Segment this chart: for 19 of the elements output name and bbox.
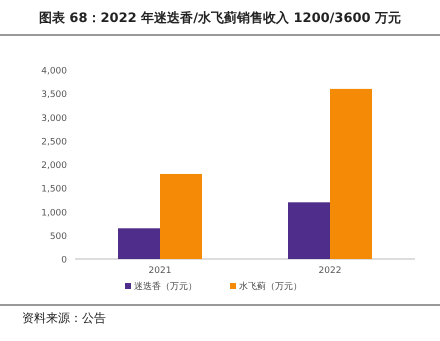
legend-label: 迷迭香（万元）: [134, 281, 197, 292]
y-tick-label: 500: [50, 232, 68, 242]
y-tick-label: 3,000: [41, 114, 68, 124]
y-tick-label: 0: [61, 256, 68, 266]
y-tick-label: 4,000: [41, 66, 68, 76]
y-tick-label: 1,500: [41, 184, 68, 195]
x-tick-label: 2021: [148, 266, 172, 276]
chart-title: 图表 68：2022 年迷迭香/水飞蓟销售收入 1200/3600 万元: [38, 10, 402, 26]
y-tick-label: 2,000: [41, 161, 68, 171]
y-tick-label: 2,500: [41, 137, 68, 148]
bar: [288, 202, 330, 259]
y-tick-label: 1,000: [41, 208, 68, 218]
x-tick-label: 2022: [318, 266, 342, 276]
text: 资料来源：公告: [22, 311, 106, 325]
legend-label: 水飞蓟（万元）: [239, 281, 302, 292]
bar: [160, 174, 202, 259]
bar: [330, 88, 372, 259]
y-tick-label: 3,500: [41, 90, 68, 100]
bar: [118, 228, 160, 259]
